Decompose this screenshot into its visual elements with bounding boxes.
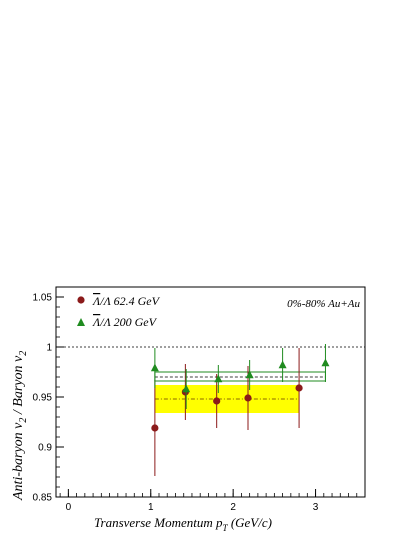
data-point-62gev <box>151 424 159 432</box>
legend-marker-200gev <box>77 318 85 326</box>
x-tick-label: 2 <box>230 502 236 513</box>
legend-marker-62gev <box>77 296 85 304</box>
x-tick-label: 1 <box>148 502 154 513</box>
data-point-200gev <box>214 374 223 383</box>
y-axis-title: Anti-baryon v2 / Baryon v2 <box>11 351 29 501</box>
data-point-62gev <box>244 394 252 402</box>
data-point-200gev <box>245 370 254 379</box>
legend-label-62gev: Λ/Λ 62.4 GeV <box>92 294 161 308</box>
data-point-200gev <box>150 363 159 372</box>
data-point-200gev <box>182 384 191 393</box>
x-tick-label: 0 <box>66 502 72 513</box>
y-tick-label: 0.9 <box>38 443 52 454</box>
data-point-62gev <box>295 384 303 392</box>
plot-frame <box>55 286 366 498</box>
y-tick-label: 0.95 <box>33 393 53 404</box>
annotation: 0%-80% Au+Au <box>287 298 360 310</box>
x-tick-label: 3 <box>313 502 319 513</box>
data-point-200gev <box>278 360 287 369</box>
data-point-200gev <box>321 358 330 367</box>
y-tick-label: 0.85 <box>33 493 53 504</box>
fit-band-200gev <box>154 371 326 382</box>
x-axis-title: Transverse Momentum pT (GeV/c) <box>94 515 272 533</box>
legend-label-200gev: Λ/Λ 200 GeV <box>92 315 158 329</box>
y-tick-label: 1 <box>46 343 52 354</box>
data-point-62gev <box>213 397 221 405</box>
y-tick-label: 1.05 <box>33 293 53 304</box>
